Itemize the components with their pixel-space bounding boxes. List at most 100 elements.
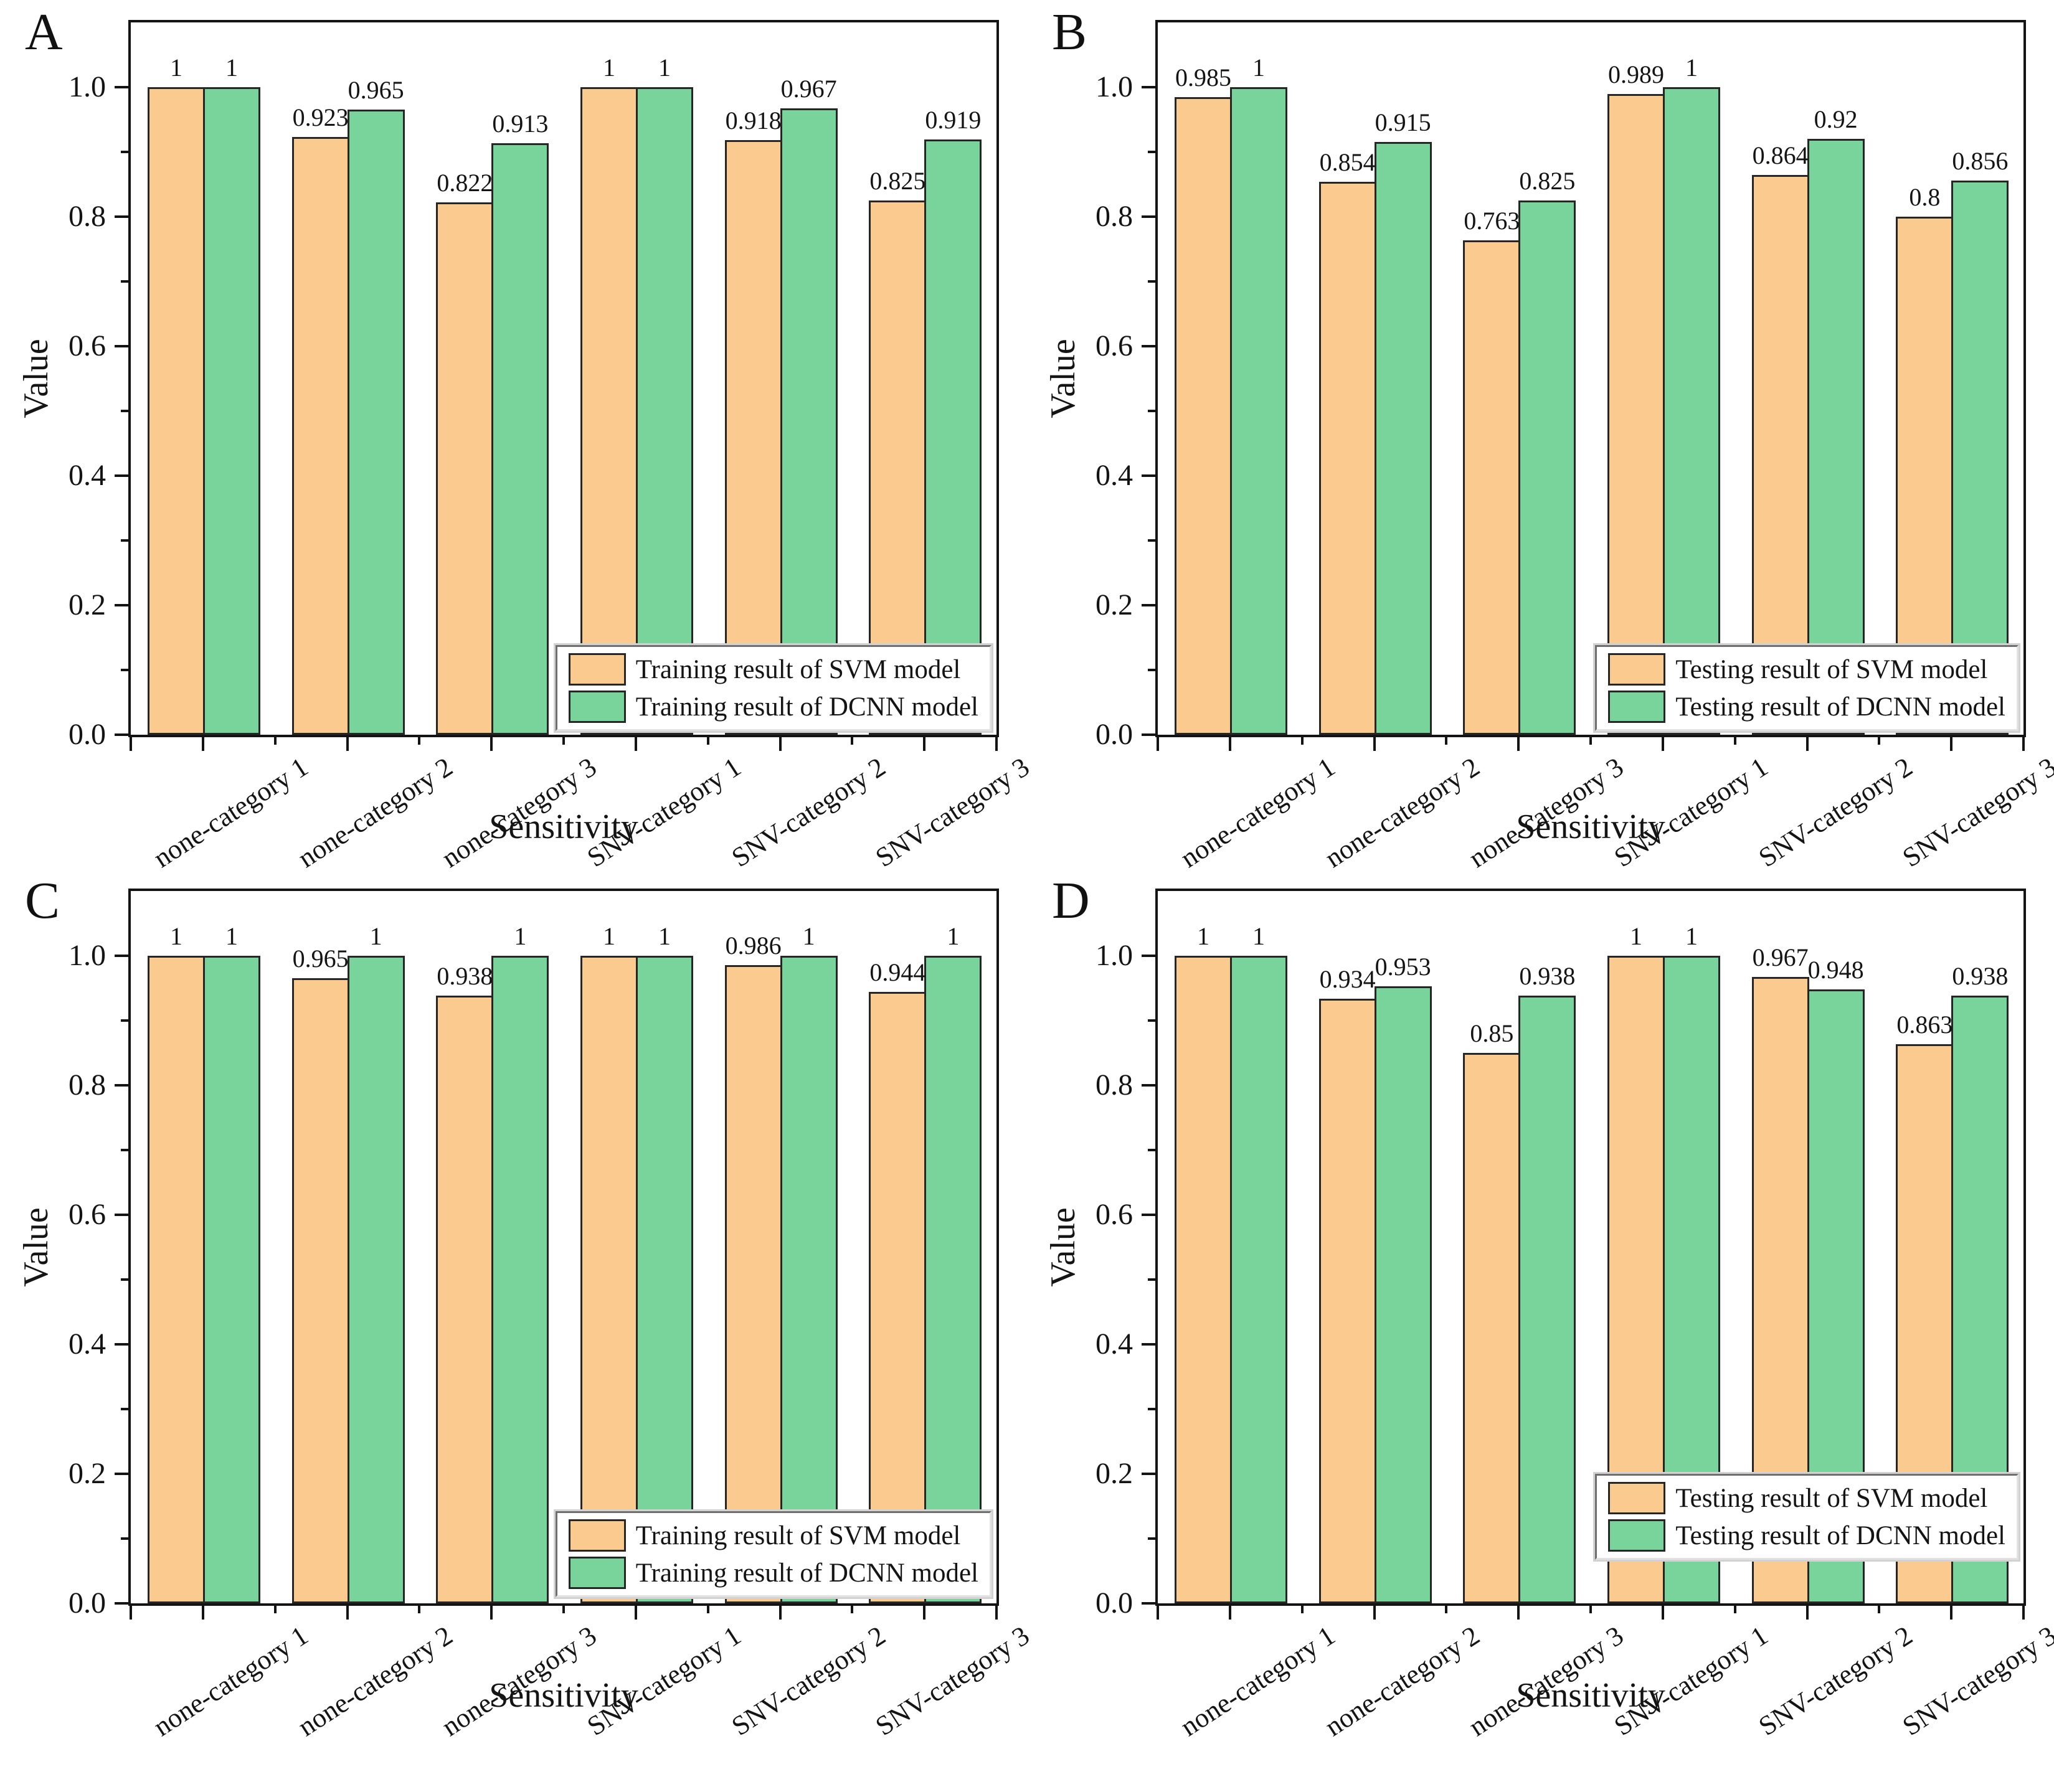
y-major-tick — [115, 955, 131, 957]
bar-svm — [724, 140, 782, 735]
bar-svm — [580, 956, 638, 1603]
y-major-tick — [115, 1084, 131, 1087]
bar-value-label: 1 — [603, 54, 615, 82]
bar-value-label: 0.923 — [292, 103, 349, 131]
y-major-tick — [1142, 1084, 1158, 1087]
bar-value-label: 0.763 — [1464, 207, 1520, 235]
bar-dcnn — [1951, 181, 2009, 735]
y-minor-tick — [1148, 1537, 1158, 1540]
bar-dcnn — [1807, 139, 1865, 735]
bar-value-label: 0.965 — [348, 76, 404, 104]
bar-dcnn — [780, 108, 838, 735]
x-major-tick — [1950, 1603, 1953, 1620]
x-major-tick — [1157, 735, 1159, 751]
bar-svm — [291, 978, 349, 1603]
x-major-tick — [995, 1603, 998, 1620]
bar-value-label: 1 — [1252, 54, 1265, 82]
y-tick-label: 0.8 — [69, 1068, 106, 1101]
bar-svm — [148, 956, 205, 1603]
x-major-tick — [1806, 1603, 1809, 1620]
bar-svm — [1318, 999, 1376, 1603]
legend-row: Training result of SVM model — [568, 653, 978, 686]
y-minor-tick — [121, 539, 131, 542]
x-major-tick — [1228, 735, 1231, 751]
x-axis-title: Sensitivity — [489, 1676, 638, 1715]
x-major-tick — [779, 1603, 782, 1620]
bar-value-label: 1 — [170, 54, 182, 82]
bar-value-label: 0.934 — [1319, 965, 1376, 993]
y-minor-tick — [1148, 539, 1158, 542]
legend-label: Testing result of SVM model — [1675, 1483, 1988, 1513]
x-minor-tick — [273, 735, 277, 745]
bar-dcnn — [1518, 200, 1576, 735]
x-major-tick — [1661, 735, 1664, 751]
legend-row: Testing result of DCNN model — [1608, 691, 2005, 723]
x-minor-tick — [1878, 1603, 1881, 1613]
panel-letter: D — [1052, 872, 1090, 930]
x-axis-title: Sensitivity — [1516, 808, 1665, 846]
bar-svm — [869, 992, 927, 1603]
bar-value-label: 0.92 — [1814, 105, 1858, 133]
y-major-tick — [115, 604, 131, 606]
bar-value-label: 1 — [658, 922, 671, 950]
legend-row: Testing result of SVM model — [1608, 1482, 2005, 1514]
bar-value-label: 0.938 — [437, 962, 493, 990]
bar-value-label: 0.919 — [925, 106, 982, 134]
y-major-tick — [1142, 733, 1158, 736]
legend: Training result of SVM model Training res… — [555, 645, 992, 731]
panel-letter: C — [25, 872, 60, 930]
y-minor-tick — [121, 280, 131, 283]
y-minor-tick — [1148, 669, 1158, 671]
bar-value-label: 1 — [225, 54, 238, 82]
svm-legend-swatch — [1608, 1482, 1666, 1514]
x-major-tick — [634, 735, 637, 751]
x-major-tick — [1517, 1603, 1520, 1620]
legend: Testing result of SVM model Testing resul… — [1595, 645, 2019, 731]
panel-c: C Value 1 0.965 0.938 1 0.986 0.944 1 1 1 1 1 1 Trai… — [0, 869, 1034, 1742]
x-major-tick — [490, 1603, 493, 1620]
x-major-tick — [1228, 1603, 1231, 1620]
bar-svm — [580, 87, 638, 735]
bar-value-label: 0.938 — [1952, 962, 2009, 990]
y-tick-label: 0.0 — [1096, 1587, 1133, 1620]
y-major-tick — [115, 1473, 131, 1475]
x-major-tick — [995, 735, 998, 751]
x-minor-tick — [418, 1603, 421, 1613]
x-major-tick — [923, 1603, 926, 1620]
bar-value-label: 0.953 — [1375, 953, 1431, 981]
panel-d: D Value 1 0.934 0.85 1 0.967 0.863 1 0.953 0.938… — [1027, 869, 2054, 1742]
bar-svm — [1607, 94, 1665, 735]
x-minor-tick — [1589, 1603, 1592, 1613]
y-tick-label: 0.0 — [69, 1587, 106, 1620]
x-minor-tick — [1878, 735, 1881, 745]
y-tick-label: 0.4 — [1096, 1327, 1133, 1361]
y-tick-label: 0.4 — [69, 1327, 106, 1361]
bar-dcnn — [203, 87, 260, 735]
bar-value-label: 1 — [947, 922, 960, 950]
bar-value-label: 0.854 — [1319, 148, 1376, 176]
bar-svm — [724, 965, 782, 1603]
y-major-tick — [1142, 1343, 1158, 1346]
y-minor-tick — [1148, 1149, 1158, 1151]
y-minor-tick — [121, 410, 131, 412]
x-minor-tick — [851, 735, 854, 745]
bar-value-label: 0.864 — [1752, 141, 1809, 169]
panel-letter: A — [25, 3, 63, 61]
y-tick-label: 1.0 — [1096, 939, 1133, 972]
legend-label: Training result of DCNN model — [635, 692, 978, 722]
legend-row: Training result of SVM model — [568, 1519, 978, 1552]
bar-value-label: 1 — [1630, 922, 1642, 950]
y-major-tick — [1142, 1214, 1158, 1216]
y-major-tick — [115, 733, 131, 736]
legend-row: Testing result of SVM model — [1608, 653, 2005, 686]
bar-dcnn — [636, 956, 693, 1603]
bar-dcnn — [924, 139, 982, 735]
x-minor-tick — [1300, 735, 1304, 745]
bar-svm — [291, 137, 349, 735]
y-minor-tick — [1148, 1019, 1158, 1022]
bar-value-label: 0.822 — [437, 169, 493, 197]
dcnn-legend-swatch — [568, 1557, 626, 1589]
bar-dcnn — [780, 956, 838, 1603]
bar-value-label: 1 — [225, 922, 238, 950]
bar-svm — [1463, 1053, 1521, 1603]
